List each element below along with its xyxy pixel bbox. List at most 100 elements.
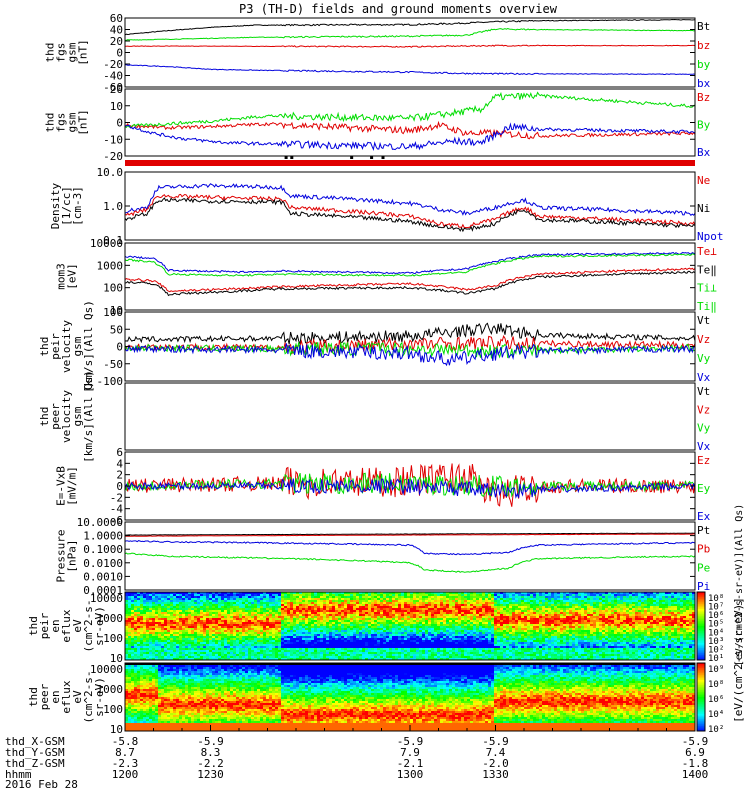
heatmap-cell [260, 598, 264, 601]
heatmap-cell [194, 608, 198, 611]
heatmap-cell [248, 606, 252, 609]
heatmap-cell [182, 648, 186, 651]
heatmap-cell [158, 602, 162, 605]
heatmap-cell [287, 646, 291, 649]
heatmap-cell [137, 618, 141, 621]
heatmap-cell [206, 630, 210, 633]
heatmap-cell [209, 606, 213, 609]
heatmap-cell [224, 634, 228, 637]
heatmap-cell [284, 614, 288, 617]
heatmap-cell [191, 620, 195, 623]
heatmap-cell [248, 628, 252, 631]
heatmap-cell [278, 592, 282, 595]
heatmap-cell [158, 644, 162, 647]
heatmap-cell [164, 630, 168, 633]
heatmap-cell [197, 658, 201, 661]
heatmap-cell [194, 624, 198, 627]
heatmap-cell [188, 598, 192, 601]
heatmap-cell [221, 618, 225, 621]
heatmap-cell [194, 592, 198, 595]
heatmap-cell [149, 608, 153, 611]
heatmap-cell [161, 644, 165, 647]
heatmap-cell [158, 650, 162, 653]
heatmap-cell [137, 650, 141, 653]
heatmap-cell [227, 642, 231, 645]
heatmap-cell [140, 608, 144, 611]
legend-entry: Bx [697, 146, 711, 159]
heatmap-cell [236, 620, 240, 623]
heatmap-cell [182, 632, 186, 635]
heatmap-cell [206, 654, 210, 657]
heatmap-cell [257, 608, 261, 611]
heatmap-cell [149, 640, 153, 643]
heatmap-cell [233, 598, 237, 601]
heatmap-cell [188, 648, 192, 651]
heatmap-cell [278, 624, 282, 627]
heatmap-cell [236, 636, 240, 639]
heatmap-cell [170, 632, 174, 635]
heatmap-cell [176, 616, 180, 619]
series-Ex [125, 478, 695, 499]
heatmap-cell [251, 654, 255, 657]
heatmap-cell [200, 616, 204, 619]
heatmap-cell [149, 658, 153, 661]
heatmap-cell [209, 644, 213, 647]
heatmap-cell [266, 610, 270, 613]
heatmap-cell [164, 626, 168, 629]
heatmap-cell [254, 636, 258, 639]
heatmap-cell [224, 626, 228, 629]
heatmap-cell [149, 624, 153, 627]
y-tick-label: 1.0 [103, 200, 123, 213]
heatmap-cell [245, 628, 249, 631]
heatmap-cell [254, 620, 258, 623]
heatmap-cell [221, 616, 225, 619]
heatmap-cell [215, 612, 219, 615]
heatmap-cell [269, 614, 273, 617]
heatmap-cell [215, 644, 219, 647]
heatmap-cell [221, 642, 225, 645]
heatmap-cell [200, 658, 204, 661]
heatmap-cell [134, 606, 138, 609]
heatmap-cell [257, 636, 261, 639]
heatmap-cell [212, 640, 216, 643]
heatmap-cell [203, 610, 207, 613]
heatmap-cell [149, 622, 153, 625]
heatmap-cell [161, 628, 165, 631]
heatmap-cell [224, 592, 228, 595]
heatmap-cell [137, 610, 141, 613]
heatmap-cell [161, 634, 165, 637]
heatmap-cell [284, 620, 288, 623]
heatmap-cell [161, 646, 165, 649]
heatmap-cell [125, 658, 129, 661]
heatmap-cell [128, 620, 132, 623]
heatmap-cell [284, 638, 288, 641]
heatmap-cell [224, 608, 228, 611]
series-Pt [125, 532, 695, 536]
heatmap-cell [191, 638, 195, 641]
heatmap-cell [188, 636, 192, 639]
heatmap-cell [203, 630, 207, 633]
heatmap-cell [146, 604, 150, 607]
heatmap-cell [266, 596, 270, 599]
heatmap-cell [128, 636, 132, 639]
heatmap-cell [242, 630, 246, 633]
heatmap-cell [275, 592, 279, 595]
heatmap-cell [140, 598, 144, 601]
heatmap-cell [284, 646, 288, 649]
heatmap-cell [221, 600, 225, 603]
heatmap-cell [212, 630, 216, 633]
heatmap-cell [146, 630, 150, 633]
heatmap-cell [266, 602, 270, 605]
heatmap-cell [227, 628, 231, 631]
series-Bx [125, 122, 695, 152]
heatmap-cell [239, 658, 243, 661]
heatmap-cell [266, 654, 270, 657]
heatmap-cell [269, 606, 273, 609]
heatmap-cell [227, 608, 231, 611]
heatmap-cell [245, 644, 249, 647]
heatmap-cell [146, 620, 150, 623]
y-axis-label: thd [44, 113, 57, 133]
heatmap-cell [209, 658, 213, 661]
series-by [125, 27, 695, 41]
heatmap-cell [200, 598, 204, 601]
